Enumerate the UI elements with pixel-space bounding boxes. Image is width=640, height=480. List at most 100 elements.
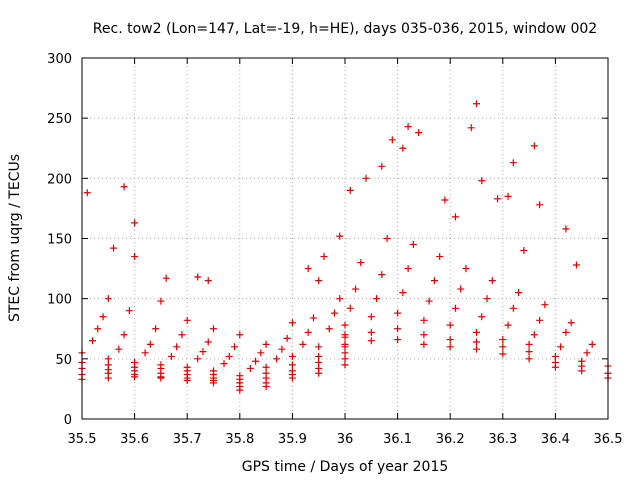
data-point <box>262 363 270 371</box>
data-point <box>530 142 538 150</box>
data-point <box>246 364 254 372</box>
data-point <box>436 253 444 261</box>
data-point <box>483 295 491 303</box>
data-point <box>104 295 112 303</box>
data-point <box>104 361 112 369</box>
data-point <box>499 350 507 358</box>
data-point <box>104 355 112 363</box>
data-point <box>451 213 459 221</box>
data-point <box>394 325 402 333</box>
data-point <box>120 331 128 339</box>
data-point <box>199 348 207 356</box>
data-point <box>583 349 591 357</box>
data-point <box>567 319 575 327</box>
data-point <box>278 345 286 353</box>
data-point <box>83 189 91 197</box>
data-point <box>473 100 480 108</box>
data-point <box>283 334 291 342</box>
data-point <box>425 297 433 305</box>
data-point <box>236 331 244 339</box>
y-tick-label: 300 <box>47 52 72 67</box>
data-point <box>315 277 323 285</box>
data-point <box>525 340 533 348</box>
data-point <box>551 352 559 360</box>
data-point <box>509 304 517 312</box>
x-tick-label: 36.3 <box>488 432 517 447</box>
data-point <box>194 273 202 281</box>
data-point <box>315 343 323 351</box>
data-point <box>446 321 454 329</box>
grid-lines <box>82 58 608 419</box>
data-point <box>473 345 480 353</box>
data-point <box>467 124 475 132</box>
data-point <box>478 177 486 185</box>
x-tick-label: 36.1 <box>383 432 412 447</box>
data-point <box>509 159 517 167</box>
data-point <box>536 316 544 324</box>
data-point <box>404 265 412 273</box>
data-point <box>478 313 486 321</box>
data-point <box>551 358 559 366</box>
data-point <box>373 295 381 303</box>
data-point <box>409 241 417 249</box>
data-point <box>120 183 128 191</box>
data-point <box>404 123 412 131</box>
data-point <box>157 361 165 369</box>
data-point <box>394 336 402 344</box>
data-point <box>325 325 333 333</box>
data-point <box>399 289 407 297</box>
data-point <box>415 129 423 137</box>
data-point <box>141 349 149 357</box>
y-tick-label: 250 <box>47 112 72 127</box>
data-point <box>488 277 496 285</box>
data-point <box>341 361 349 369</box>
data-point <box>336 232 344 240</box>
data-point <box>315 364 323 372</box>
data-point <box>378 162 386 170</box>
data-point <box>378 271 386 279</box>
data-point <box>399 144 407 152</box>
data-point <box>441 196 449 204</box>
data-point <box>288 352 296 360</box>
data-point <box>288 367 296 375</box>
data-point <box>562 225 570 233</box>
data-point <box>394 309 402 317</box>
data-point <box>99 313 107 321</box>
x-tick-label: 35.5 <box>68 432 97 447</box>
x-tick-label: 35.6 <box>120 432 149 447</box>
data-point <box>446 343 454 351</box>
data-point <box>315 358 323 366</box>
data-point <box>299 340 307 348</box>
y-tick-label: 150 <box>47 233 72 248</box>
data-point <box>341 355 349 363</box>
data-point <box>494 195 502 203</box>
data-point <box>346 304 354 312</box>
data-point <box>262 340 270 348</box>
data-point <box>146 340 154 348</box>
data-point <box>225 352 233 360</box>
x-tick-label: 35.7 <box>173 432 202 447</box>
data-point <box>152 325 160 333</box>
y-tick-label: 0 <box>64 413 72 428</box>
data-point <box>562 328 570 336</box>
data-point <box>446 336 454 344</box>
data-point <box>515 289 523 297</box>
data-point <box>362 174 370 182</box>
data-point <box>420 340 428 348</box>
data-point <box>525 355 533 363</box>
data-point <box>457 285 465 293</box>
data-point <box>367 328 375 336</box>
data-point <box>162 274 170 282</box>
data-point <box>110 244 118 252</box>
data-point <box>262 369 270 377</box>
data-point <box>178 331 186 339</box>
data-point <box>257 349 265 357</box>
y-tick-label: 200 <box>47 172 72 187</box>
data-point <box>183 363 191 371</box>
axis-ticks <box>81 57 609 420</box>
x-tick-label: 36.5 <box>594 432 623 447</box>
x-tick-label: 36 <box>337 432 354 447</box>
data-point <box>473 328 480 336</box>
